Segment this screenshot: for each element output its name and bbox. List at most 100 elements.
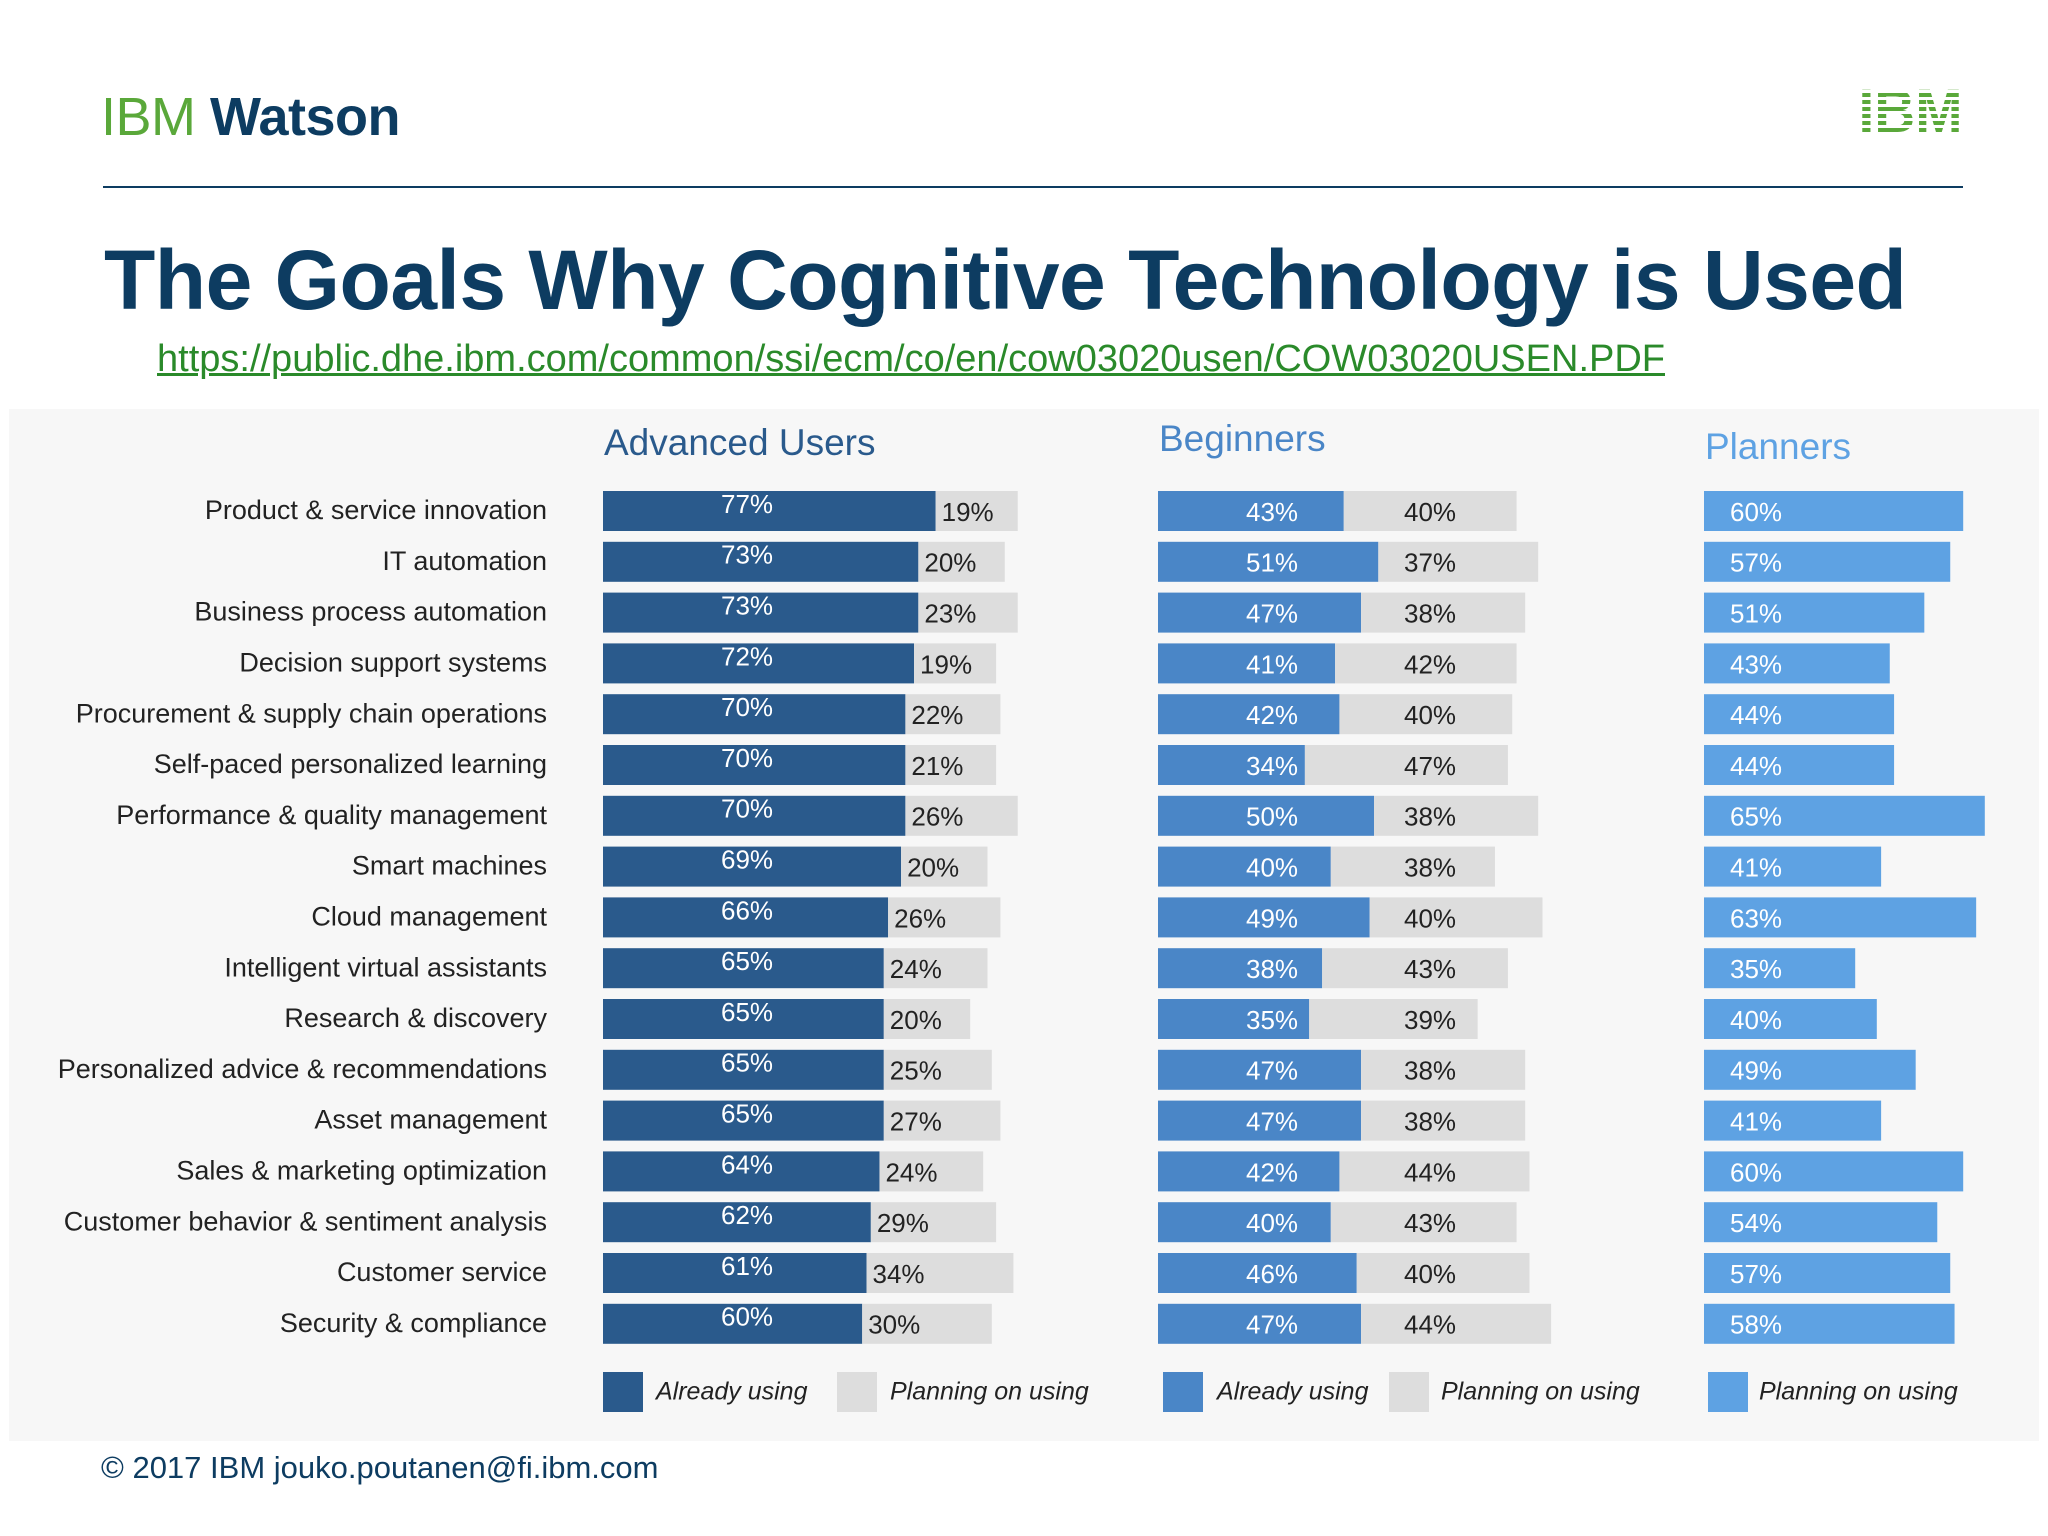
bar-segment	[1704, 694, 1895, 735]
bar-segment	[1158, 1253, 1357, 1293]
data-label: 19%	[942, 497, 994, 527]
data-label: 64%	[721, 1149, 773, 1179]
bar-segment	[1158, 643, 1336, 684]
data-label: 47%	[1404, 751, 1456, 781]
bar-segment	[1322, 948, 1508, 989]
bar-segment	[1158, 1100, 1362, 1141]
data-label: 29%	[877, 1208, 929, 1238]
category-label: Personalized advice & recommendations	[58, 1054, 547, 1084]
bar-segment	[1339, 694, 1513, 735]
goals-chart: Product & service innovation IT automatio…	[58, 418, 1985, 1412]
data-label: 58%	[1730, 1310, 1782, 1340]
bar-segment	[1704, 1100, 1882, 1141]
data-label: 40%	[1404, 497, 1456, 527]
category-label: Smart machines	[352, 851, 547, 881]
data-label: 40%	[1246, 852, 1298, 882]
data-label: 43%	[1730, 649, 1782, 679]
data-label: 60%	[1730, 1157, 1782, 1187]
legend-label: Already using	[654, 1378, 808, 1406]
bar-segment	[901, 846, 988, 887]
category-label: Product & service innovation	[205, 495, 547, 525]
data-label: 41%	[1730, 1106, 1782, 1136]
bar-segment	[603, 1100, 884, 1141]
data-label: 46%	[1246, 1259, 1298, 1289]
bar-segment	[1158, 745, 1305, 785]
data-label: 43%	[1404, 954, 1456, 984]
data-label: 70%	[721, 743, 773, 773]
bar-segment	[883, 948, 988, 989]
bar-segment	[1361, 1049, 1526, 1090]
data-label: 50%	[1246, 802, 1298, 832]
data-label: 20%	[907, 852, 959, 882]
footer-copyright: © 2017 IBM jouko.poutanen@fi.ibm.com	[101, 1450, 659, 1485]
data-label: 30%	[868, 1310, 920, 1340]
data-label: 51%	[1246, 548, 1298, 578]
data-label: 40%	[1246, 1208, 1298, 1238]
data-label: 40%	[1404, 903, 1456, 933]
bar-segment	[918, 592, 1018, 633]
data-label: 57%	[1730, 548, 1782, 578]
data-label: 49%	[1730, 1056, 1782, 1086]
bar-segment	[935, 491, 1018, 531]
data-label: 27%	[890, 1106, 942, 1136]
data-label: 38%	[1246, 954, 1298, 984]
bar-segment	[603, 999, 884, 1039]
chart-panel: Product & service innovation IT automatio…	[9, 409, 2039, 1441]
data-label: 44%	[1404, 1310, 1456, 1340]
bar-segment	[603, 1202, 871, 1243]
data-label: 25%	[890, 1056, 942, 1086]
ibm-logo-text: IBM	[1859, 86, 1963, 134]
data-label: 57%	[1730, 1259, 1782, 1289]
bar-segment	[905, 795, 1018, 836]
bar-segment	[1158, 1202, 1331, 1243]
bar-segment	[603, 795, 906, 836]
bar-segment	[1158, 897, 1370, 938]
data-label: 35%	[1246, 1005, 1298, 1035]
bar-segment	[1704, 1049, 1916, 1090]
data-label: 73%	[721, 590, 773, 620]
bar-segment	[918, 541, 1005, 582]
data-label: 65%	[1730, 802, 1782, 832]
bar-segment	[1158, 541, 1379, 582]
data-label: 40%	[1730, 1005, 1782, 1035]
wordmark-watson: Watson	[210, 87, 401, 147]
data-label: 19%	[920, 649, 972, 679]
legend-swatch	[603, 1372, 643, 1412]
bar-segment	[603, 694, 906, 735]
data-label: 47%	[1246, 1310, 1298, 1340]
bar-segment	[1339, 1151, 1530, 1192]
data-label: 47%	[1246, 1106, 1298, 1136]
data-label: 60%	[721, 1302, 773, 1332]
data-label: 43%	[1404, 1208, 1456, 1238]
data-label: 73%	[721, 540, 773, 570]
bar-segment	[1704, 1202, 1938, 1243]
bar-segment	[603, 491, 936, 531]
source-link[interactable]: https://public.dhe.ibm.com/common/ssi/ec…	[157, 338, 1665, 380]
bar-segment	[603, 897, 889, 938]
data-label: 47%	[1246, 598, 1298, 628]
bar-segment	[883, 999, 971, 1039]
data-label: 49%	[1246, 903, 1298, 933]
data-label: 37%	[1404, 548, 1456, 578]
header-divider	[103, 186, 1963, 188]
page-title: The Goals Why Cognitive Technology is Us…	[104, 233, 1907, 327]
bar-segment	[1704, 541, 1951, 582]
legend-label: Planning on using	[890, 1378, 1089, 1406]
bar-segment	[1158, 795, 1374, 836]
data-label: 24%	[890, 954, 942, 984]
data-label: 65%	[721, 946, 773, 976]
bar-segment	[1158, 694, 1340, 735]
bar-segment	[1704, 643, 1890, 684]
data-label: 66%	[721, 895, 773, 925]
category-label: IT automation	[382, 546, 547, 576]
category-label: Customer service	[337, 1257, 547, 1287]
category-label: Research & discovery	[284, 1003, 547, 1033]
data-label: 69%	[721, 844, 773, 874]
bar-segment	[862, 1303, 992, 1344]
bar-segment	[1704, 491, 1964, 531]
bar-segment	[1356, 1253, 1530, 1293]
bar-segment	[1330, 1202, 1517, 1243]
data-label: 38%	[1404, 1056, 1456, 1086]
bar-segment	[603, 592, 919, 633]
data-label: 35%	[1730, 954, 1782, 984]
